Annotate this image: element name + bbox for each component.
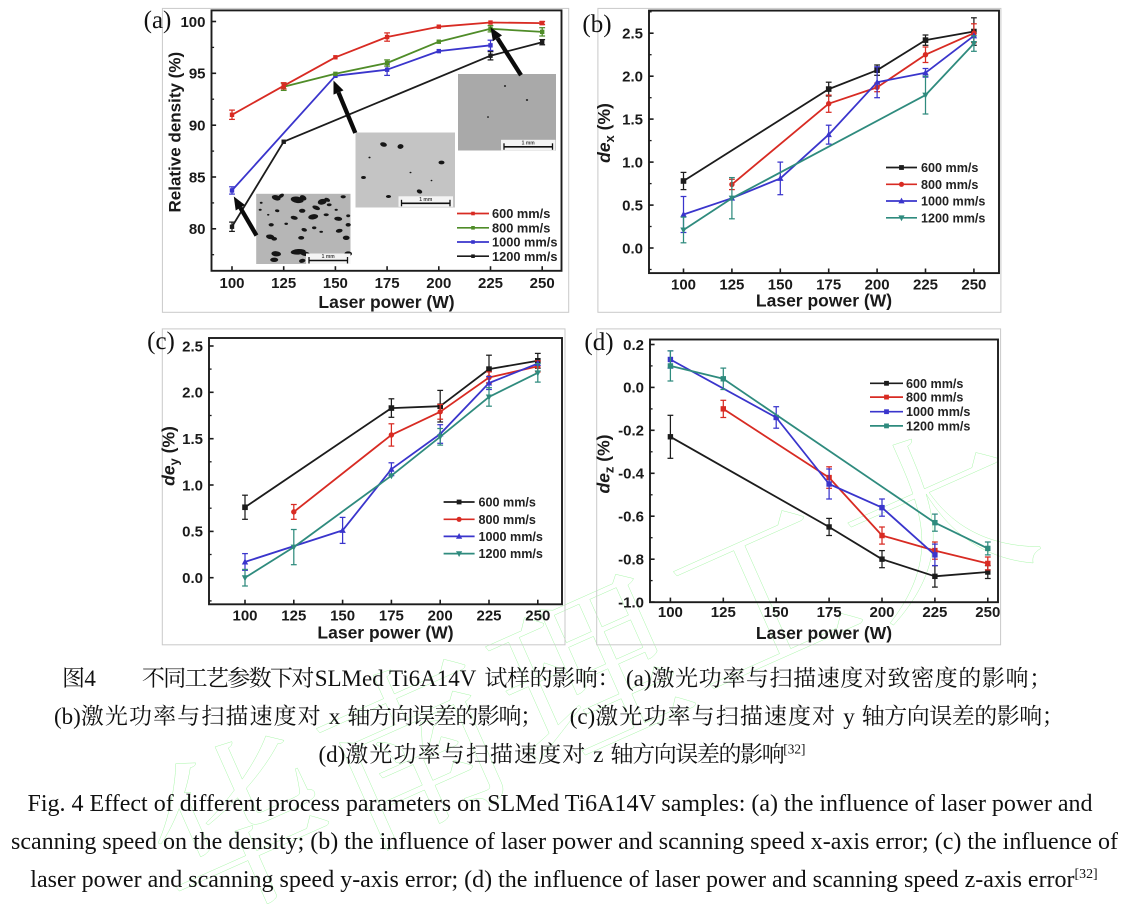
svg-text:y: y <box>843 704 855 729</box>
svg-text:800 mm/s: 800 mm/s <box>906 391 963 405</box>
svg-text:(d): (d) <box>584 329 613 356</box>
svg-text:150: 150 <box>330 608 355 625</box>
svg-text:250: 250 <box>961 276 986 293</box>
svg-text:1.0: 1.0 <box>622 154 643 171</box>
svg-text:225: 225 <box>478 275 503 292</box>
svg-text:[32]: [32] <box>1075 867 1098 882</box>
svg-text:laser power and scanning speed: laser power and scanning speed y-axis er… <box>30 867 1074 893</box>
svg-text:(d): (d) <box>319 742 346 767</box>
svg-text:225: 225 <box>913 276 938 293</box>
svg-text:x: x <box>329 704 341 729</box>
svg-text:225: 225 <box>476 608 501 625</box>
svg-text:0.5: 0.5 <box>622 197 643 214</box>
svg-text:-0.6: -0.6 <box>618 509 644 526</box>
svg-text:[32]: [32] <box>783 741 805 756</box>
svg-text:0.0: 0.0 <box>182 570 203 587</box>
svg-text:1 mm: 1 mm <box>522 141 536 147</box>
svg-text:125: 125 <box>711 604 736 621</box>
svg-text:150: 150 <box>768 276 793 293</box>
svg-text:175: 175 <box>375 275 400 292</box>
svg-text:150: 150 <box>764 604 789 621</box>
svg-text:1200 mm/s: 1200 mm/s <box>906 419 970 433</box>
svg-text:scanning speed on the density;: scanning speed on the density; (b) the i… <box>11 829 1118 855</box>
svg-text:250: 250 <box>975 604 1000 621</box>
svg-text:(a): (a) <box>144 7 172 34</box>
svg-text:Fig. 4 Effect of different pro: Fig. 4 Effect of different process param… <box>28 791 1093 817</box>
svg-text:(a): (a) <box>626 666 652 691</box>
svg-text:-0.4: -0.4 <box>618 466 645 483</box>
svg-text:(b): (b) <box>582 11 611 38</box>
svg-text:1000 mm/s: 1000 mm/s <box>921 195 985 209</box>
svg-text:175: 175 <box>816 276 841 293</box>
svg-text:dez (%): dez (%) <box>594 434 617 493</box>
svg-text:1000 mm/s: 1000 mm/s <box>492 235 557 250</box>
svg-text:225: 225 <box>922 604 947 621</box>
svg-text:0.2: 0.2 <box>623 337 644 354</box>
svg-text:600 mm/s: 600 mm/s <box>479 496 536 510</box>
svg-text:1.5: 1.5 <box>622 111 643 128</box>
svg-text:1200 mm/s: 1200 mm/s <box>492 249 557 264</box>
svg-text:125: 125 <box>271 275 296 292</box>
svg-text:200: 200 <box>428 608 453 625</box>
svg-text:800 mm/s: 800 mm/s <box>921 178 978 192</box>
svg-text:85: 85 <box>189 169 206 186</box>
svg-text:100: 100 <box>219 275 244 292</box>
svg-text:150: 150 <box>323 275 348 292</box>
svg-text:Laser power (W): Laser power (W) <box>318 292 454 312</box>
svg-text:2.5: 2.5 <box>182 338 203 355</box>
svg-text:125: 125 <box>281 608 306 625</box>
svg-text:600 mm/s: 600 mm/s <box>492 206 550 221</box>
svg-text:Laser power (W): Laser power (W) <box>756 623 892 643</box>
svg-text:100: 100 <box>658 604 683 621</box>
svg-text:0.0: 0.0 <box>623 380 644 397</box>
svg-text:100: 100 <box>232 608 257 625</box>
svg-text:4: 4 <box>84 666 96 691</box>
svg-text:-0.2: -0.2 <box>618 423 644 440</box>
svg-text:-0.8: -0.8 <box>618 552 644 569</box>
svg-text:(b): (b) <box>54 704 81 729</box>
svg-text:2.5: 2.5 <box>622 26 643 43</box>
svg-text:dey (%): dey (%) <box>159 426 182 486</box>
svg-text:1.5: 1.5 <box>182 431 203 448</box>
svg-text:800 mm/s: 800 mm/s <box>479 513 536 527</box>
svg-text:100: 100 <box>180 14 205 31</box>
svg-text:1200 mm/s: 1200 mm/s <box>479 547 543 561</box>
svg-text:1200 mm/s: 1200 mm/s <box>921 211 985 225</box>
svg-text:200: 200 <box>869 604 894 621</box>
svg-text:95: 95 <box>189 66 206 83</box>
svg-text:175: 175 <box>817 604 842 621</box>
svg-text:600 mm/s: 600 mm/s <box>921 161 978 175</box>
svg-text:1 mm: 1 mm <box>419 197 433 203</box>
svg-text:0.5: 0.5 <box>182 524 203 541</box>
svg-text:dex (%): dex (%) <box>594 103 617 163</box>
svg-text:SLMed Ti6A14V: SLMed Ti6A14V <box>315 666 477 691</box>
svg-text:125: 125 <box>719 276 744 293</box>
svg-text:80: 80 <box>189 221 206 238</box>
svg-text:Relative density (%): Relative density (%) <box>166 52 185 213</box>
svg-text:100: 100 <box>671 276 696 293</box>
svg-text:200: 200 <box>865 276 890 293</box>
svg-text:1000 mm/s: 1000 mm/s <box>479 530 543 544</box>
svg-text:(c): (c) <box>147 328 175 355</box>
svg-text:z: z <box>593 742 603 767</box>
svg-text:0.0: 0.0 <box>622 240 643 257</box>
svg-text:90: 90 <box>189 118 206 135</box>
svg-text:2.0: 2.0 <box>182 385 203 402</box>
svg-text:-1.0: -1.0 <box>618 594 644 611</box>
svg-text:Laser power (W): Laser power (W) <box>317 623 453 643</box>
svg-text:200: 200 <box>426 275 451 292</box>
svg-text:800 mm/s: 800 mm/s <box>492 220 550 235</box>
svg-text:1.0: 1.0 <box>182 477 203 494</box>
svg-text:600 mm/s: 600 mm/s <box>906 377 963 391</box>
svg-text:175: 175 <box>379 608 404 625</box>
svg-text:(c): (c) <box>570 704 596 729</box>
svg-text:2.0: 2.0 <box>622 69 643 86</box>
svg-text:250: 250 <box>530 275 555 292</box>
svg-text:Laser power (W): Laser power (W) <box>756 291 892 311</box>
svg-text:1 mm: 1 mm <box>322 254 336 260</box>
svg-text:1000 mm/s: 1000 mm/s <box>906 405 970 419</box>
svg-text:250: 250 <box>525 608 550 625</box>
